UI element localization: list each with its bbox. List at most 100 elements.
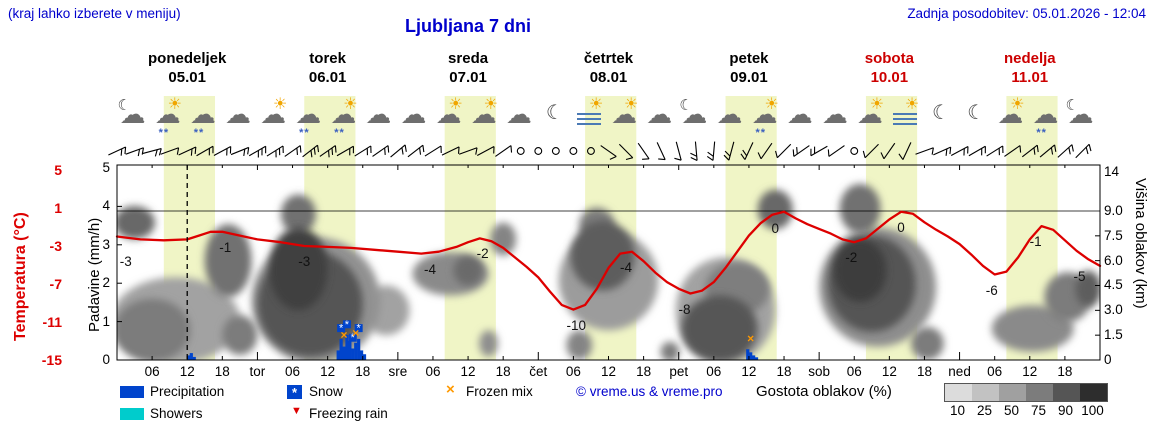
showers-swatch xyxy=(120,408,144,420)
day-date: 05.01 xyxy=(168,69,206,86)
cloud-icon: ☁ xyxy=(1032,99,1059,129)
wind-barb xyxy=(880,142,896,160)
cloud-blob xyxy=(911,326,944,360)
cloud-icon: ☁ xyxy=(716,99,743,129)
cloud-blob xyxy=(681,295,758,360)
weather-icon-sun-cloud-snow: ☀ ☁ ** xyxy=(327,97,363,139)
showers-label: Showers xyxy=(150,406,203,421)
density-segment xyxy=(972,384,999,401)
precipitation-bar xyxy=(189,353,193,360)
wind-barb xyxy=(810,145,828,157)
wind-barb xyxy=(372,145,390,157)
cloud-icon: ☁ xyxy=(751,99,778,129)
snow-marker-star: * xyxy=(351,332,356,344)
wind-barb xyxy=(441,146,460,156)
day-separator-label: sob xyxy=(808,364,831,379)
cloud-blob xyxy=(991,305,1074,352)
cloud-blob xyxy=(1075,270,1100,308)
x-time-label: 12 xyxy=(881,364,897,379)
temp-axis-tick: 1 xyxy=(54,200,62,216)
sun-icon: ☀ xyxy=(1010,96,1025,113)
moon-icon: ☾ xyxy=(932,102,950,124)
density-segment xyxy=(1026,384,1053,401)
wind-barb xyxy=(230,146,250,157)
x-time-label: 12 xyxy=(741,364,757,379)
temp-axis-tick: -11 xyxy=(42,314,62,330)
moon-icon: ☾ xyxy=(545,102,564,124)
wind-barb xyxy=(968,145,986,157)
wind-barb xyxy=(674,141,682,161)
cloud-blob xyxy=(833,239,887,303)
precipitation-bar xyxy=(746,349,750,360)
precipitation-bar xyxy=(351,348,355,360)
cloud-icon: ☁ xyxy=(189,99,216,129)
location-hint: (kraj lahko izberete v meniju) xyxy=(8,6,181,21)
x-time-label: 18 xyxy=(214,364,230,379)
snow-icon: ** xyxy=(158,127,170,139)
weather-icon-sun-cloud: ☀ ☁ xyxy=(433,97,469,139)
wind-calm-circle xyxy=(534,147,543,155)
cloud-blob xyxy=(204,224,252,298)
x-time-label: 18 xyxy=(1057,364,1073,379)
cloud-axis-tick: 1.5 xyxy=(1104,327,1123,343)
wind-barb xyxy=(950,146,969,156)
snow-label: Snow xyxy=(309,384,343,399)
wind-barb xyxy=(1057,144,1074,158)
snow-icon: ** xyxy=(193,127,205,139)
temp-value-label: 0 xyxy=(771,220,779,236)
wind-barb xyxy=(792,145,810,157)
cloud-blob xyxy=(222,315,258,356)
cloud-blob xyxy=(490,222,517,256)
temp-axis-tick: -7 xyxy=(49,276,62,292)
weather-icon-sun-cloud-snow: ☀ ☁ ** xyxy=(748,97,784,139)
cloud-blob xyxy=(269,227,328,311)
wind-barb xyxy=(354,145,372,157)
wind-barb xyxy=(656,142,666,161)
sun-icon: ☀ xyxy=(624,96,639,113)
temp-value-label: -3 xyxy=(119,254,132,269)
cloud-icon: ☁ xyxy=(365,99,392,129)
sun-icon: ☀ xyxy=(869,96,885,113)
day-name: torek xyxy=(309,50,346,67)
snow-icon: ** xyxy=(1036,127,1047,139)
snow-marker-star: * xyxy=(339,323,344,335)
wind-barb xyxy=(424,145,442,157)
cloud-blob xyxy=(117,298,191,360)
density-tick-label: 100 xyxy=(1081,403,1104,418)
frozen-mix-marker: × xyxy=(352,326,359,340)
temp-value-label: -10 xyxy=(566,317,587,333)
precipitation-bar xyxy=(362,354,367,360)
weather-icon-moon-cloud: ☾ ☁ xyxy=(678,97,714,139)
cloud-icon: ☁ xyxy=(470,99,497,129)
wind-calm-circle xyxy=(569,147,578,155)
cloud-blob xyxy=(570,220,635,291)
cloud-axis-tick: 3.0 xyxy=(1104,302,1123,318)
temp-value-label: -8 xyxy=(678,301,691,317)
wind-barb xyxy=(213,146,232,156)
day-name: nedelja xyxy=(1003,50,1056,67)
density-segment xyxy=(999,384,1026,401)
x-time-label: 12 xyxy=(320,364,336,379)
weather-icon-fog-sun: ☀ xyxy=(573,97,609,139)
precipitation-bar xyxy=(754,357,759,360)
day-name: ponedeljek xyxy=(148,50,227,67)
weather-icon-cloud: ☁ xyxy=(713,97,749,139)
precip-axis-tick: 3 xyxy=(102,236,110,252)
wind-barb xyxy=(336,145,354,157)
temp-value-label: -5 xyxy=(1073,269,1086,285)
weather-icon-sun-cloud: ☀ ☁ xyxy=(854,97,890,139)
temp-value-label: -6 xyxy=(985,282,998,298)
temp-value-label: -4 xyxy=(424,261,437,277)
x-time-label: 06 xyxy=(706,364,722,379)
moon-icon: ☾ xyxy=(967,102,986,124)
frozen-mix-marker: × xyxy=(747,332,754,346)
copyright-link[interactable]: © vreme.us & vreme.pro xyxy=(576,384,723,399)
frozen-mix-label: Frozen mix xyxy=(466,384,533,399)
temp-axis-tick: -3 xyxy=(49,238,62,254)
freezing-rain-label: Freezing rain xyxy=(309,406,388,421)
cloud-icon: ☁ xyxy=(821,99,848,129)
wind-barb xyxy=(407,144,425,158)
temp-value-label: -2 xyxy=(476,246,489,262)
